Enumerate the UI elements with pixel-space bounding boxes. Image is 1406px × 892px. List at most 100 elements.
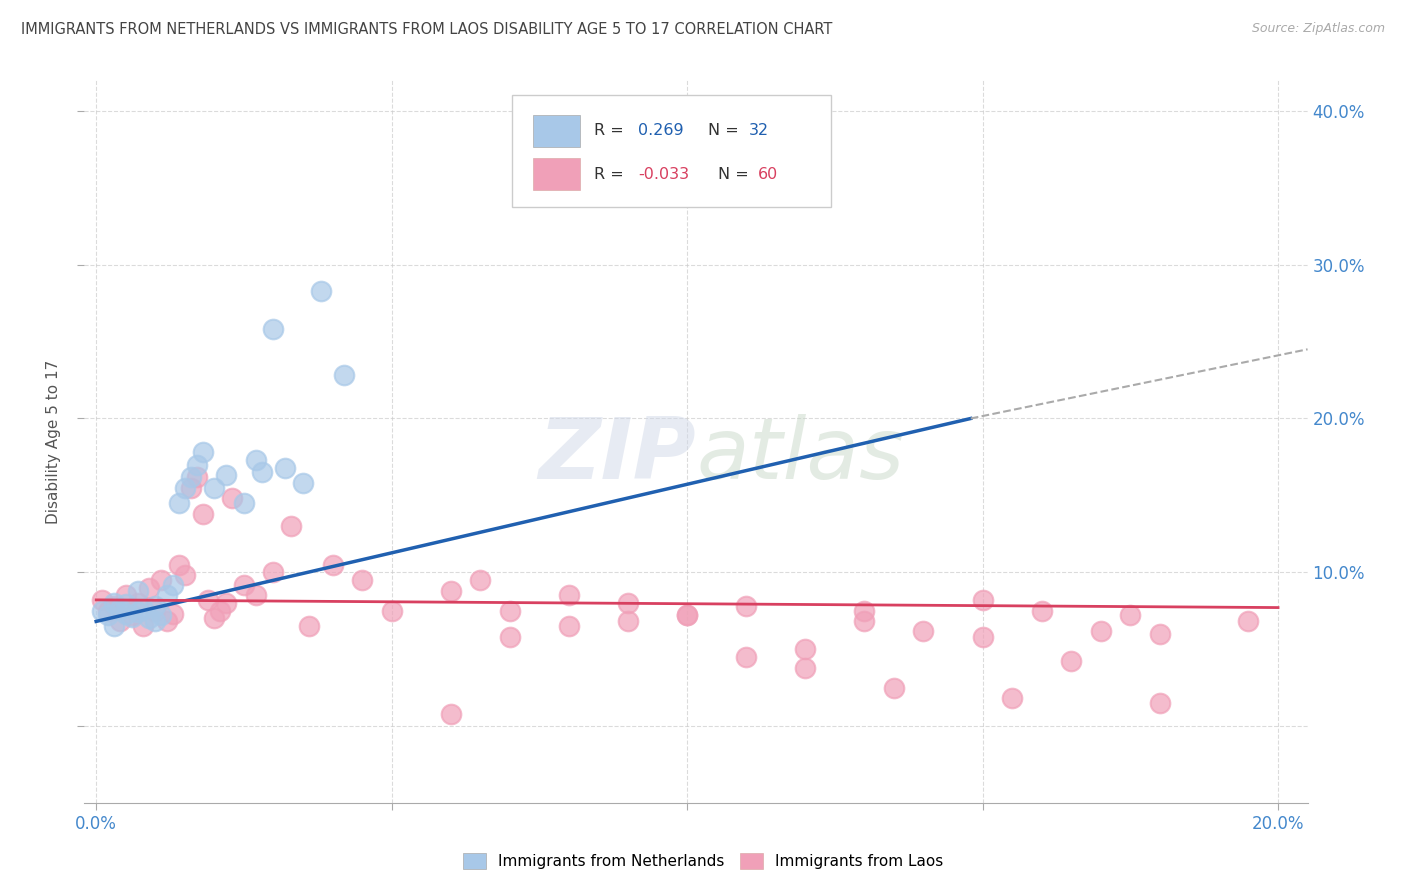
Point: [156, 615, 179, 629]
Point: [186, 458, 208, 472]
Point: [274, 460, 297, 475]
Text: R =: R =: [595, 167, 630, 182]
Point: [440, 706, 463, 721]
Point: [499, 604, 522, 618]
Point: [381, 604, 404, 618]
Point: [173, 481, 195, 495]
Point: [322, 558, 344, 572]
Point: [97, 604, 120, 618]
Point: [91, 593, 114, 607]
Point: [114, 607, 136, 621]
Point: [558, 619, 581, 633]
Point: [108, 615, 131, 629]
Point: [853, 604, 876, 618]
Y-axis label: Disability Age 5 to 17: Disability Age 5 to 17: [46, 359, 62, 524]
Point: [108, 602, 131, 616]
Point: [114, 598, 136, 612]
Point: [162, 607, 184, 621]
Text: Source: ZipAtlas.com: Source: ZipAtlas.com: [1251, 22, 1385, 36]
Point: [1119, 608, 1142, 623]
Point: [150, 608, 173, 623]
Point: [280, 519, 302, 533]
Point: [202, 611, 225, 625]
Point: [1090, 624, 1112, 638]
Point: [215, 596, 238, 610]
Point: [794, 660, 817, 674]
Point: [298, 619, 321, 633]
Point: [114, 588, 136, 602]
Point: [150, 573, 173, 587]
Point: [232, 496, 254, 510]
Point: [499, 630, 522, 644]
Point: [440, 583, 463, 598]
Point: [558, 588, 581, 602]
Point: [138, 581, 160, 595]
Text: N =: N =: [718, 167, 754, 182]
Text: 0.269: 0.269: [638, 123, 685, 138]
Point: [676, 608, 699, 623]
Point: [1001, 691, 1024, 706]
Point: [1031, 604, 1053, 618]
Point: [127, 596, 149, 610]
Point: [173, 568, 195, 582]
Point: [132, 602, 155, 616]
Point: [1149, 696, 1171, 710]
Point: [794, 642, 817, 657]
Point: [138, 611, 160, 625]
Point: [127, 605, 149, 619]
Point: [209, 604, 232, 618]
Point: [617, 596, 640, 610]
Text: R =: R =: [595, 123, 630, 138]
Point: [333, 368, 356, 383]
Point: [735, 649, 758, 664]
Point: [143, 615, 166, 629]
Point: [103, 619, 125, 633]
Point: [191, 445, 214, 459]
Text: 32: 32: [748, 123, 769, 138]
Point: [853, 615, 876, 629]
Point: [103, 599, 125, 613]
Point: [143, 599, 166, 613]
Text: 60: 60: [758, 167, 779, 182]
Point: [1237, 615, 1260, 629]
Legend: Immigrants from Netherlands, Immigrants from Laos: Immigrants from Netherlands, Immigrants …: [457, 847, 949, 875]
Point: [121, 609, 143, 624]
FancyBboxPatch shape: [533, 158, 579, 191]
Point: [735, 599, 758, 613]
Point: [91, 604, 114, 618]
Point: [197, 593, 219, 607]
Point: [250, 465, 273, 479]
Point: [167, 558, 190, 572]
Point: [883, 681, 905, 695]
Point: [972, 630, 994, 644]
Point: [127, 583, 149, 598]
Point: [186, 470, 208, 484]
Point: [221, 491, 243, 506]
Point: [180, 470, 202, 484]
Point: [912, 624, 935, 638]
Point: [309, 284, 332, 298]
Point: [352, 573, 374, 587]
Point: [162, 577, 184, 591]
Point: [156, 588, 179, 602]
Point: [617, 615, 640, 629]
Point: [202, 481, 225, 495]
Point: [215, 468, 238, 483]
Text: N =: N =: [709, 123, 744, 138]
FancyBboxPatch shape: [533, 114, 579, 147]
Text: IMMIGRANTS FROM NETHERLANDS VS IMMIGRANTS FROM LAOS DISABILITY AGE 5 TO 17 CORRE: IMMIGRANTS FROM NETHERLANDS VS IMMIGRANT…: [21, 22, 832, 37]
Point: [245, 453, 267, 467]
Point: [121, 608, 143, 623]
Point: [292, 476, 315, 491]
Text: -0.033: -0.033: [638, 167, 689, 182]
FancyBboxPatch shape: [513, 95, 831, 207]
Point: [245, 588, 267, 602]
Point: [143, 604, 166, 618]
Point: [132, 619, 155, 633]
Point: [470, 573, 492, 587]
Point: [1060, 654, 1083, 668]
Point: [262, 565, 284, 579]
Point: [1149, 626, 1171, 640]
Point: [167, 496, 190, 510]
Text: atlas: atlas: [696, 415, 904, 498]
